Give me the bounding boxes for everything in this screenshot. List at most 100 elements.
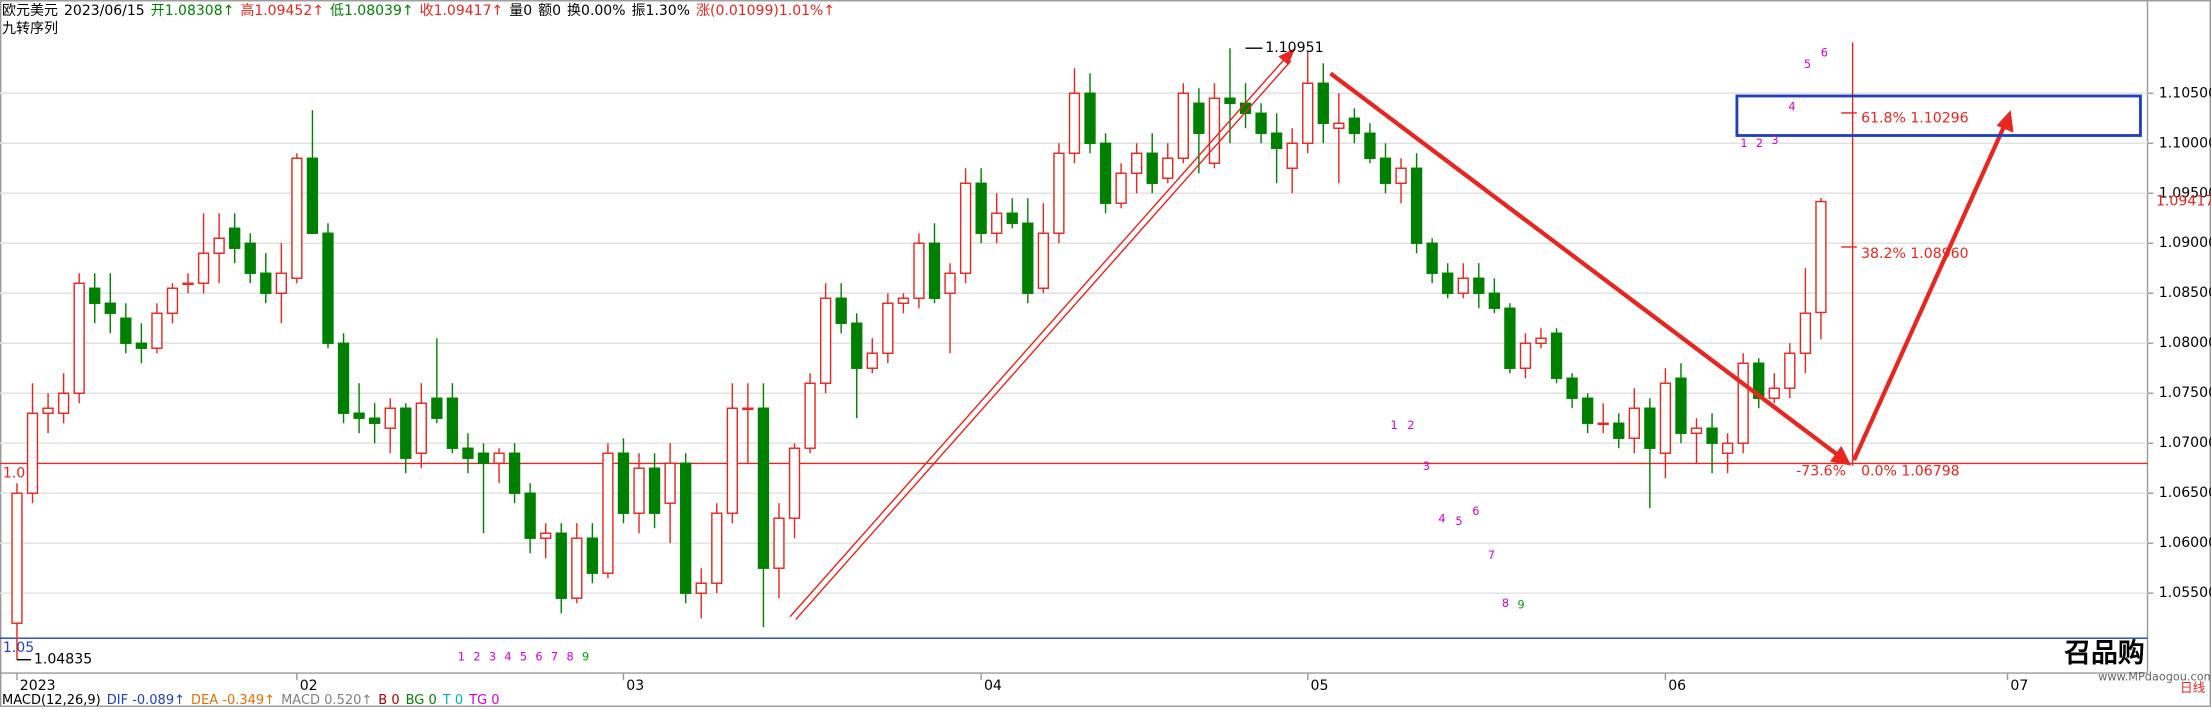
target-box xyxy=(1735,94,2142,137)
nine-turn-count: 2 xyxy=(1407,419,1414,432)
indicator-name: 九转序列 xyxy=(2,21,64,37)
candle-body xyxy=(104,302,116,314)
candle-body xyxy=(42,407,54,414)
indicator: 九转序列 xyxy=(2,21,58,37)
fib-label: 38.2% 1.08960 xyxy=(1861,246,1969,262)
candle-body xyxy=(835,297,847,324)
candle-body xyxy=(1395,167,1407,184)
candle-body xyxy=(1768,387,1780,399)
arrow-head xyxy=(1830,445,1852,466)
candle-body xyxy=(1255,112,1267,134)
candle-body xyxy=(508,452,521,494)
y-tick-label: 1.09000 xyxy=(2159,235,2211,251)
header: 欧元美元 2023/06/15 开1.08308↑ 高1.09452↑ 低1.08039… xyxy=(2,3,841,19)
candle-body xyxy=(151,312,163,349)
header-item: 换0.00% xyxy=(567,3,626,19)
candle-body xyxy=(1162,157,1174,179)
candle-body xyxy=(1675,377,1687,434)
y-tick-label: 1.08500 xyxy=(2159,285,2211,301)
x-tick-label: 06 xyxy=(1668,678,1686,694)
candle-body xyxy=(1566,377,1578,399)
candle-body xyxy=(1333,122,1345,129)
nine-turn-count: 4 xyxy=(1438,512,1445,525)
macd-item: B 0 xyxy=(378,693,400,708)
nine-turn-count: 9 xyxy=(1517,598,1524,611)
candle-body xyxy=(1613,422,1625,439)
candle-body xyxy=(229,227,241,249)
header-item: 2023/06/15 xyxy=(64,3,145,19)
header-item: 高1.09452↑ xyxy=(240,3,324,19)
candle-body xyxy=(400,407,412,459)
nine-turn-count: 4 xyxy=(504,651,511,664)
candle-body xyxy=(897,297,910,304)
y-tick-label: 1.06500 xyxy=(2159,485,2211,501)
candle-body xyxy=(773,517,785,569)
header-item: 收1.09417↑ xyxy=(419,3,504,19)
candle-body xyxy=(1519,342,1532,369)
candle-body xyxy=(1690,427,1703,434)
y-tick-label: 1.10000 xyxy=(2159,135,2211,151)
candle-body xyxy=(757,407,770,569)
candle-body xyxy=(1721,442,1734,454)
candle-body xyxy=(1193,102,1205,134)
candle-body xyxy=(493,452,505,464)
level-label: 1.05 xyxy=(3,640,34,656)
high-label: 1.10951 xyxy=(1265,40,1323,56)
candle-body xyxy=(306,157,319,234)
candle-body xyxy=(788,447,801,519)
nine-turn-count: 7 xyxy=(1488,549,1495,562)
candle-body xyxy=(975,182,987,234)
x-tick-label: 02 xyxy=(300,678,318,694)
candle-body xyxy=(1379,157,1392,184)
header-item: 欧元美元 xyxy=(2,3,58,19)
nine-turn-count: 3 xyxy=(1423,460,1430,473)
candle-body xyxy=(1659,382,1672,454)
candle-body xyxy=(928,242,941,299)
candle-body xyxy=(866,352,878,369)
watermark-url: www.MPdaogou.com xyxy=(2098,670,2211,683)
fib-label: 0.0% 1.06798 xyxy=(1861,463,1960,479)
low-label: 1.04835 xyxy=(34,652,92,668)
candle-body xyxy=(1270,132,1283,149)
x-tick-label: 05 xyxy=(1311,678,1329,694)
macd-item: DEA -0.349↑ xyxy=(191,693,276,708)
candle-body xyxy=(1317,82,1329,124)
level-label: 1.07 xyxy=(3,465,34,481)
macd-item: MACD 0.520↑ xyxy=(281,693,373,708)
candle-body xyxy=(1146,152,1158,184)
nine-turn-count: 5 xyxy=(1804,58,1811,71)
candle-body xyxy=(1628,407,1640,439)
x-tick-label: 2023 xyxy=(20,678,56,694)
candle-body xyxy=(586,537,599,574)
candle-body xyxy=(462,447,474,459)
nine-turn-count: 6 xyxy=(535,651,542,664)
candle-body xyxy=(73,282,85,394)
candle-body xyxy=(446,397,459,449)
candle-body xyxy=(1286,142,1298,169)
nine-turn-count: 5 xyxy=(1455,515,1462,528)
candle-body xyxy=(680,462,692,594)
candle-body xyxy=(804,382,816,449)
candle-body xyxy=(275,272,287,294)
header-item: 低1.08039↑ xyxy=(329,3,414,19)
candle-body xyxy=(322,232,334,344)
candle-body xyxy=(1099,142,1112,204)
nine-turn-count: 8 xyxy=(1502,597,1509,610)
macd-item: DIF -0.089↑ xyxy=(106,693,185,708)
candle-body xyxy=(695,582,707,594)
fib-label: 61.8% 1.10296 xyxy=(1861,111,1969,127)
candle-body xyxy=(166,287,179,314)
y-tick-label: 1.06000 xyxy=(2159,535,2211,551)
trend-arrow xyxy=(1852,123,2007,461)
candle-body xyxy=(1815,200,1827,314)
candle-body xyxy=(477,452,490,464)
candle-body xyxy=(633,467,645,514)
macd-item: BG 0 xyxy=(405,693,437,708)
candle-body xyxy=(384,407,396,429)
candle-body xyxy=(431,397,443,419)
candle-body xyxy=(711,512,723,584)
header-item: 涨(0.01099)1.01%↑ xyxy=(696,3,836,19)
header-item: 开1.08308↑ xyxy=(150,3,235,19)
candle-body xyxy=(1068,92,1081,154)
